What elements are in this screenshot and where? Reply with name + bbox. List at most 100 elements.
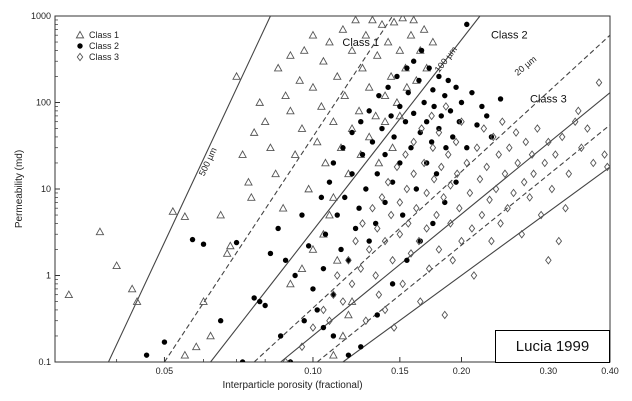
- class-3-point: [420, 158, 428, 168]
- class-3-point: [492, 184, 500, 194]
- class-2-point: [292, 272, 298, 279]
- class-3-point: [415, 236, 423, 246]
- class-2-point: [397, 103, 403, 110]
- class-1-point: [338, 331, 348, 340]
- class-2-point: [453, 84, 459, 90]
- x-tick-label: 0.15: [391, 366, 409, 376]
- class-2-point: [426, 65, 432, 71]
- class-2-point: [143, 352, 150, 358]
- legend-marker: [75, 30, 85, 39]
- class-2-point: [330, 160, 337, 166]
- class-1-point: [290, 150, 300, 158]
- class-1-point: [406, 30, 416, 39]
- class-2-point: [369, 139, 376, 145]
- class-3-point: [520, 177, 528, 187]
- class-2-point: [488, 134, 495, 140]
- class-1-point: [260, 117, 270, 126]
- class-3-point: [528, 150, 536, 159]
- class-3-point: [510, 188, 517, 198]
- class-1-point: [308, 82, 318, 91]
- class-1-point: [168, 206, 178, 215]
- class-2-point: [356, 205, 362, 211]
- class-2-point: [342, 194, 348, 201]
- class-1-point: [112, 261, 122, 269]
- class-1-point: [395, 111, 405, 120]
- class-2-point: [320, 265, 327, 272]
- x-tick-label: 0.40: [601, 366, 619, 376]
- class-2-point: [374, 171, 380, 177]
- class-2-point: [322, 231, 329, 237]
- class-1-point: [358, 63, 367, 72]
- class-1-point: [329, 192, 338, 201]
- class-3-point: [435, 128, 443, 137]
- class-2-point: [305, 243, 312, 249]
- class-1-point: [255, 97, 265, 106]
- class-2-point: [404, 65, 410, 71]
- class-2-point: [363, 186, 369, 192]
- x-axis-title: Interparticle porosity (fractional): [222, 380, 362, 391]
- class-1-point: [297, 124, 307, 132]
- class-1-point: [271, 169, 280, 178]
- class-3-point: [545, 137, 552, 147]
- class-3-point: [326, 316, 333, 326]
- citation-box: Lucia 1999: [495, 330, 610, 363]
- class-3-point: [604, 162, 610, 172]
- class-3-point: [438, 162, 445, 172]
- class-2-point: [338, 246, 344, 253]
- class-2-point: [399, 212, 406, 218]
- x-tick-label: 0.30: [540, 366, 558, 376]
- class-3-point: [369, 203, 376, 213]
- class-2-point: [334, 212, 340, 218]
- class-2-point: [326, 179, 333, 185]
- class-1-point: [377, 19, 387, 28]
- line-label: 100 µm: [433, 44, 459, 74]
- class-2-point: [430, 220, 436, 227]
- class-1-point: [206, 331, 215, 340]
- class-2-point: [349, 171, 355, 177]
- class-3-point: [488, 236, 495, 246]
- class-1-point: [317, 101, 326, 110]
- class-3-point: [534, 124, 541, 133]
- class-3-point: [526, 193, 533, 202]
- class-2-point: [404, 257, 410, 263]
- class-3-point: [440, 193, 447, 202]
- class-3-point: [473, 143, 481, 153]
- class-1-point: [386, 71, 396, 80]
- class-2-point: [330, 333, 337, 339]
- class-3-point: [435, 245, 443, 254]
- class-1-point: [332, 71, 342, 80]
- class-3-point: [298, 342, 306, 352]
- class-3-point: [447, 181, 454, 190]
- class-1-point: [338, 24, 348, 33]
- class-3-point: [372, 271, 379, 280]
- class-3-point: [562, 203, 569, 213]
- class-1-point: [238, 150, 247, 158]
- class-2-point: [318, 194, 325, 201]
- class-3-point: [537, 210, 545, 220]
- class-3-point: [490, 132, 497, 142]
- class-2-point: [239, 359, 246, 362]
- class-region-label: Class 2: [491, 29, 528, 41]
- class-3-point: [512, 128, 520, 137]
- class-1-point: [368, 16, 377, 24]
- class-3-point: [463, 158, 471, 168]
- axis-ticks: 0.05 0.10 0.15 0.20 0.30 0.40 0.1 1 10 100 1000: [31, 11, 619, 376]
- class-2-point: [431, 103, 437, 110]
- class-1-point: [372, 50, 382, 59]
- class-1-point: [312, 137, 322, 146]
- y-axis-title: Permeability (md): [14, 150, 25, 228]
- class-3-point: [345, 255, 352, 265]
- legend-marker: [77, 43, 83, 49]
- legend-marker: [76, 52, 84, 62]
- class-1-point: [371, 111, 381, 120]
- class-2-point: [484, 113, 490, 119]
- class-2-point: [402, 118, 409, 125]
- class-3-point: [518, 229, 526, 239]
- class-3-point: [375, 290, 383, 300]
- class-3-point: [495, 150, 503, 159]
- class-2-point: [405, 89, 411, 96]
- class-1-point: [347, 45, 357, 54]
- class-3-point: [381, 236, 389, 246]
- class-1-point: [380, 117, 390, 126]
- class-2-point: [233, 239, 240, 246]
